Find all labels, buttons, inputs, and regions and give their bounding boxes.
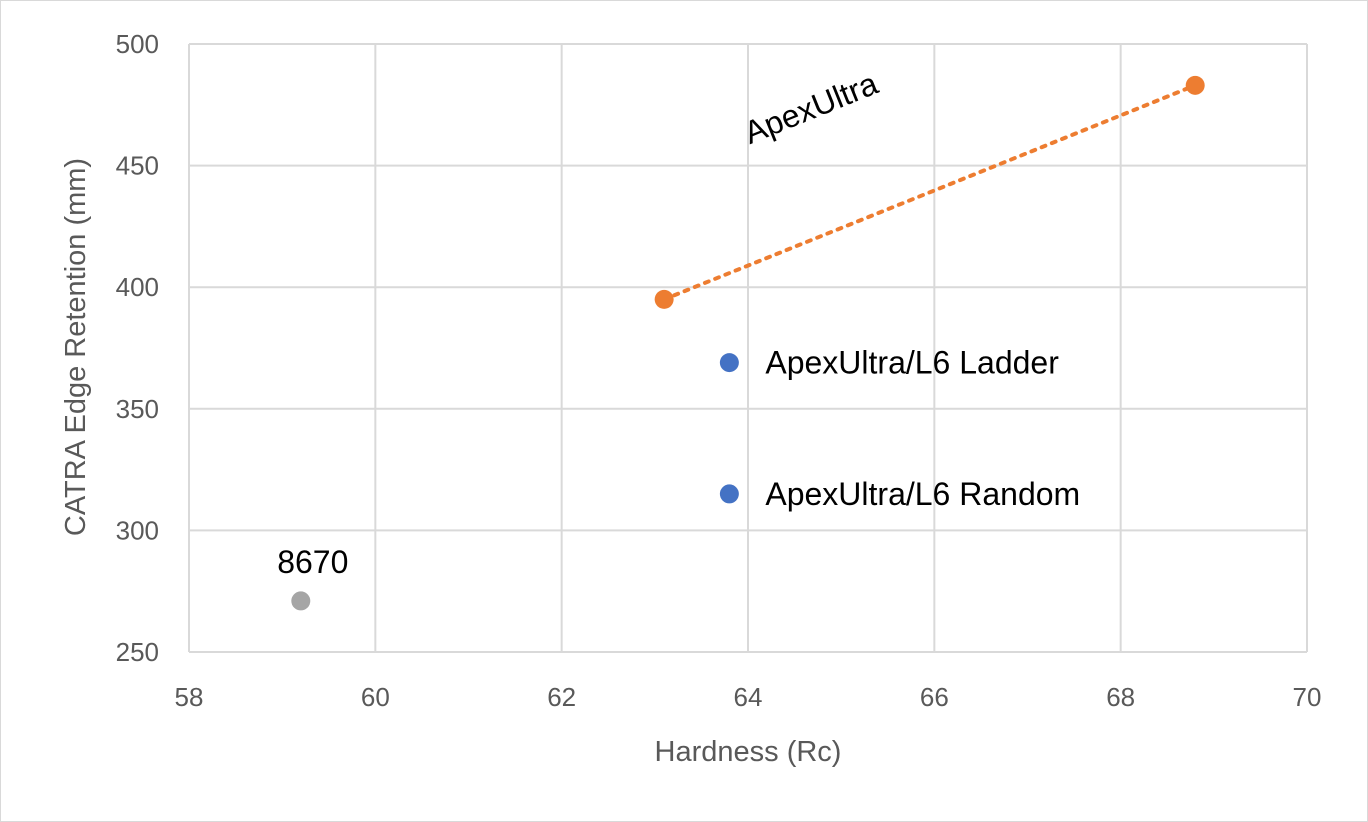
- y-tick-label-500: 500: [116, 29, 159, 59]
- x-axis-ticks: 58 60 62 64 66 68 70: [175, 682, 1322, 712]
- data-points: [291, 75, 1205, 611]
- y-tick-label-400: 400: [116, 272, 159, 302]
- point-apexultra-2: [1185, 75, 1205, 95]
- y-tick-label-450: 450: [116, 151, 159, 181]
- x-tick-label-60: 60: [361, 682, 390, 712]
- x-tick-label-68: 68: [1106, 682, 1135, 712]
- label-apexultra: ApexUltra: [739, 65, 883, 151]
- x-tick-label-58: 58: [175, 682, 204, 712]
- point-apexultra-l6-random-1: [719, 484, 739, 504]
- y-axis-title: CATRA Edge Retention (mm): [60, 158, 92, 536]
- trendline-apexultra: [662, 83, 1198, 302]
- x-tick-label-66: 66: [920, 682, 949, 712]
- x-axis-title: Hardness (Rc): [655, 736, 842, 768]
- x-tick-label-70: 70: [1293, 682, 1322, 712]
- label-apexultra-l6-random: ApexUltra/L6 Random: [765, 476, 1080, 512]
- x-tick-label-64: 64: [734, 682, 763, 712]
- label-apexultra-l6-ladder: ApexUltra/L6 Ladder: [765, 345, 1059, 381]
- point-labels: ApexUltra ApexUltra/L6 Ladder ApexUltra/L6…: [277, 65, 1080, 580]
- y-tick-label-300: 300: [116, 515, 159, 545]
- point-8670-1: [291, 591, 311, 611]
- point-apexultra-1: [654, 289, 674, 309]
- trendlines: [662, 83, 1198, 302]
- x-tick-label-62: 62: [547, 682, 576, 712]
- grid: [188, 43, 1308, 653]
- point-apexultra-l6-ladder-1: [719, 353, 739, 373]
- y-tick-label-350: 350: [116, 394, 159, 424]
- y-tick-label-250: 250: [116, 637, 159, 667]
- y-axis-ticks: 250 300 350 400 450 500: [116, 29, 159, 667]
- label-8670: 8670: [277, 544, 348, 580]
